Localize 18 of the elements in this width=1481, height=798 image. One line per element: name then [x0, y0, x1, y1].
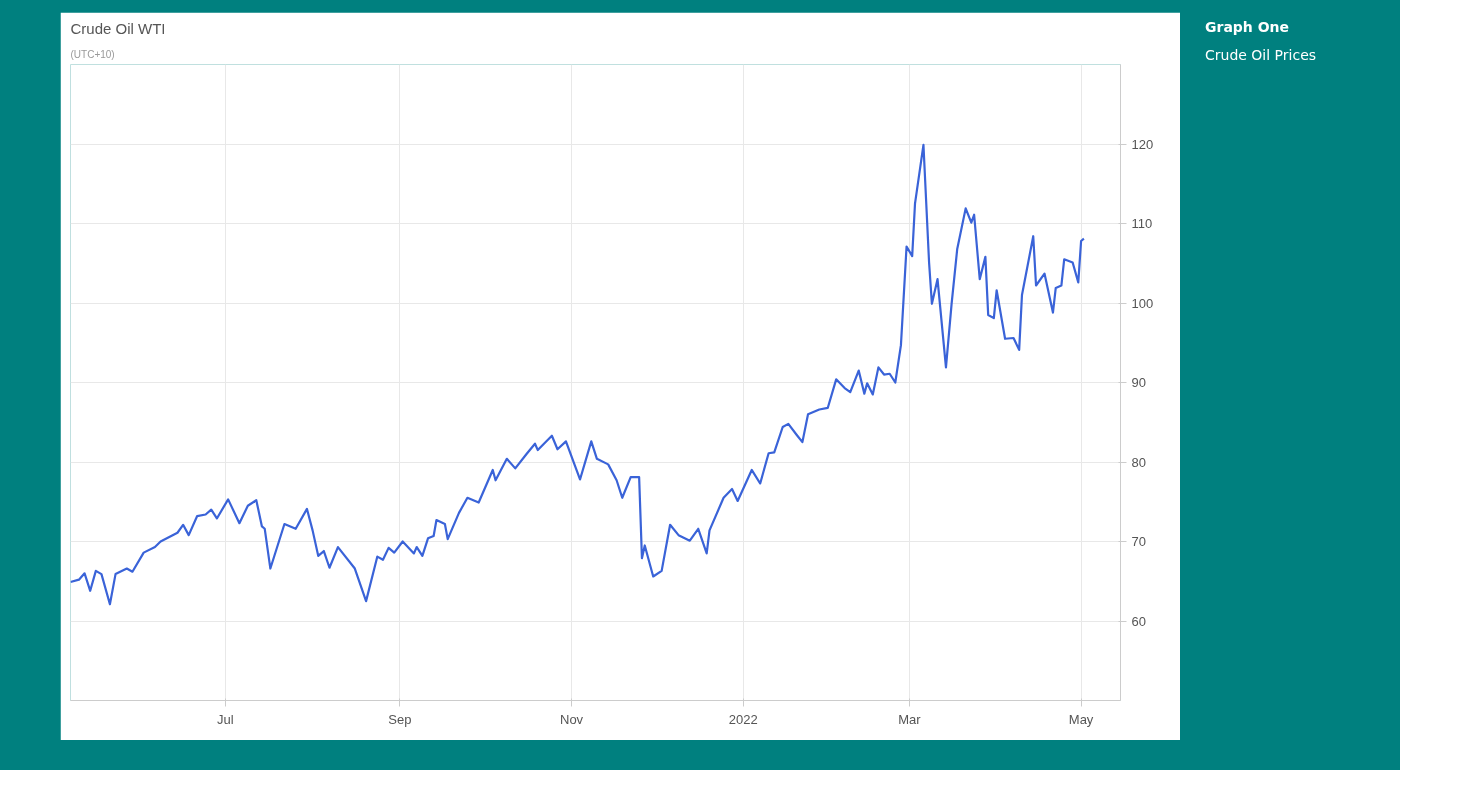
y-tick-label: 60 [1131, 613, 1146, 629]
chart-subtitle: (UTC+10) [70, 48, 115, 60]
y-tick-label: 100 [1131, 295, 1154, 311]
y-tick-label: 70 [1131, 534, 1146, 549]
x-tick-label: Jul [217, 711, 234, 727]
x-tick-label: 2022 [728, 711, 758, 727]
y-tick-label: 110 [1131, 216, 1153, 231]
x-tick-label: Mar [898, 711, 922, 727]
line-series [70, 143, 1085, 606]
text: Graph One [1205, 18, 1291, 37]
x-tick-label: May [1068, 711, 1094, 727]
chart-title: Crude Oil WTI [70, 19, 166, 37]
y-tick-label: 120 [1131, 136, 1154, 152]
text: Crude Oil Prices [1205, 46, 1317, 65]
x-tick-label: Nov [560, 711, 584, 727]
y-tick-label: 80 [1131, 454, 1146, 470]
y-tick-label: 90 [1131, 375, 1146, 390]
x-tick-label: Sep [388, 711, 412, 727]
